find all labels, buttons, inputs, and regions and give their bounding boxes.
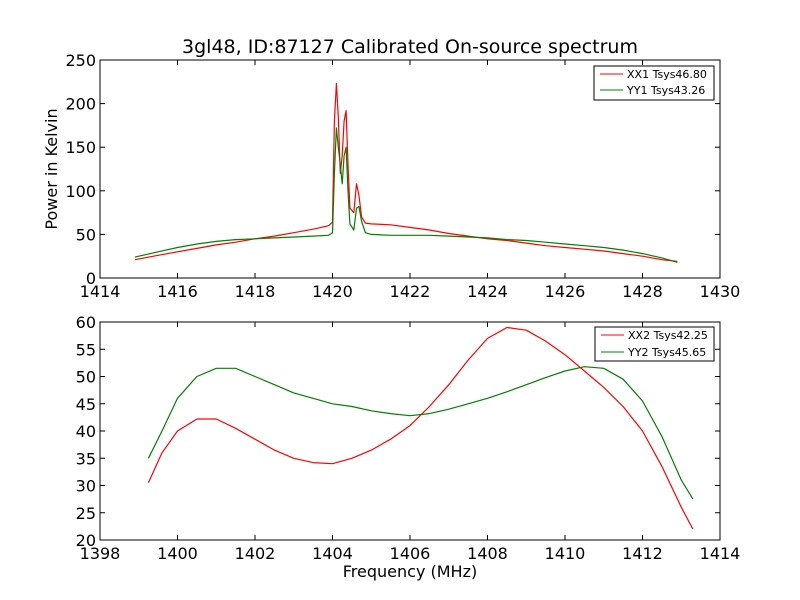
bottom-legend-box bbox=[594, 326, 715, 362]
x-tick-label: 1422 bbox=[390, 282, 431, 301]
y-tick-label: 40 bbox=[76, 422, 96, 441]
x-tick-label: 1424 bbox=[467, 282, 508, 301]
top-subplot: 1414 1416 1418 1420 1422 1424 1426 1428 1430 0 50… bbox=[42, 51, 740, 301]
y-tick-label: 0 bbox=[86, 269, 96, 288]
y-tick-label: 250 bbox=[65, 51, 96, 70]
x-tick-label: 1416 bbox=[157, 282, 198, 301]
top-legend: XX1 Tsys46.80 YY1 Tsys43.26 bbox=[593, 65, 715, 101]
y-tick-label: 55 bbox=[76, 340, 96, 359]
x-tick-label: 1404 bbox=[312, 544, 353, 563]
top-series-lines bbox=[134, 82, 678, 263]
bottom-legend-label-xx2: XX2 Tsys42.25 bbox=[628, 329, 708, 342]
y-tick-label: 50 bbox=[76, 225, 96, 244]
bottom-series-lines bbox=[147, 326, 694, 530]
y-tick-label: 60 bbox=[76, 313, 96, 332]
series-line-xx1 bbox=[134, 82, 678, 262]
x-tick-label: 1402 bbox=[235, 544, 276, 563]
top-y-axis: 0 50 100 150 200 250 bbox=[65, 51, 720, 288]
x-tick-label: 1426 bbox=[545, 282, 586, 301]
top-x-axis: 1414 1416 1418 1420 1422 1424 1426 1428 1430 bbox=[80, 60, 741, 301]
x-tick-label: 1428 bbox=[622, 282, 663, 301]
series-line-yy1 bbox=[134, 127, 678, 263]
x-tick-label: 1430 bbox=[700, 282, 741, 301]
y-tick-label: 35 bbox=[76, 449, 96, 468]
top-legend-label-xx1: XX1 Tsys46.80 bbox=[627, 68, 707, 81]
x-tick-label: 1408 bbox=[467, 544, 508, 563]
bottom-x-axis: 1398 1400 1402 1404 1406 1408 1410 1412 1414 bbox=[80, 322, 741, 563]
bottom-subplot: 1398 1400 1402 1404 1406 1408 1410 1412 1414 202… bbox=[76, 313, 741, 581]
y-tick-label: 150 bbox=[65, 138, 96, 157]
bottom-legend-label-yy2: YY2 Tsys45.65 bbox=[627, 346, 706, 359]
y-tick-label: 100 bbox=[65, 182, 96, 201]
series-line-xx2 bbox=[147, 326, 694, 530]
x-tick-label: 1412 bbox=[622, 544, 663, 563]
y-tick-label: 20 bbox=[76, 531, 96, 550]
x-tick-label: 1410 bbox=[545, 544, 586, 563]
x-tick-label: 1406 bbox=[390, 544, 431, 563]
bottom-legend: XX2 Tsys42.25 YY2 Tsys45.65 bbox=[594, 326, 715, 362]
x-tick-label: 1414 bbox=[80, 282, 121, 301]
y-tick-label: 50 bbox=[76, 368, 96, 387]
y-tick-label: 45 bbox=[76, 395, 96, 414]
top-legend-box bbox=[593, 65, 715, 101]
x-tick-label: 1414 bbox=[700, 544, 741, 563]
x-tick-label: 1420 bbox=[312, 282, 353, 301]
x-tick-label: 1398 bbox=[80, 544, 121, 563]
y-tick-label: 200 bbox=[65, 95, 96, 114]
figure-title: 3gl48, ID:87127 Calibrated On-source spe… bbox=[182, 36, 638, 58]
bottom-y-axis: 20 25 30 35 40 45 50 55 60 bbox=[76, 313, 720, 550]
y-tick-label: 30 bbox=[76, 477, 96, 496]
series-line-yy2 bbox=[147, 366, 694, 500]
x-tick-label: 1400 bbox=[157, 544, 198, 563]
x-axis-title: Frequency (MHz) bbox=[343, 562, 477, 581]
top-y-axis-title: Power in Kelvin bbox=[42, 108, 61, 229]
x-tick-label: 1418 bbox=[235, 282, 276, 301]
top-legend-label-yy1: YY1 Tsys43.26 bbox=[626, 84, 705, 97]
y-tick-label: 25 bbox=[76, 504, 96, 523]
